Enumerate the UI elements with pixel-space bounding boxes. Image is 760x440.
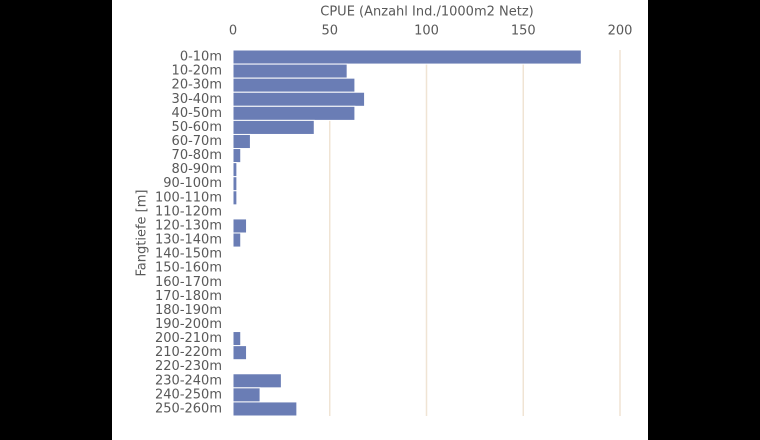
y-tick-label: 60-70m	[172, 134, 222, 149]
bar	[232, 119, 315, 135]
y-tick-label: 180-190m	[155, 303, 222, 318]
y-tick-label: 190-200m	[155, 317, 222, 332]
bar	[232, 190, 238, 206]
x-tick-label: 200	[608, 24, 633, 39]
y-tick-label: 90-100m	[163, 176, 222, 191]
bar	[232, 133, 251, 150]
bar	[232, 387, 261, 403]
y-tick-label: 70-80m	[172, 148, 222, 163]
x-tick-label: 100	[414, 24, 439, 39]
bar	[232, 77, 356, 93]
y-tick-label: 200-210m	[155, 331, 222, 346]
y-tick-label: 100-110m	[155, 190, 222, 205]
bar	[232, 345, 248, 361]
y-tick-label: 220-230m	[155, 359, 222, 374]
y-tick-label: 130-140m	[155, 233, 222, 248]
left-border	[0, 0, 112, 440]
bar	[232, 148, 242, 164]
y-tick-label: 110-120m	[155, 204, 222, 219]
y-tick-label: 20-30m	[172, 78, 222, 93]
bar	[232, 331, 242, 347]
bar	[232, 401, 298, 417]
y-tick-label: 160-170m	[155, 275, 222, 290]
y-axis-label: Fangtiefe [m]	[135, 190, 150, 277]
y-tick-label: 170-180m	[155, 289, 222, 304]
y-tick-label: 140-150m	[155, 247, 222, 262]
x-tick-label: 0	[229, 24, 237, 39]
bar	[232, 91, 366, 107]
y-tick-label: 150-160m	[155, 261, 222, 276]
y-tick-label: 50-60m	[172, 120, 222, 135]
y-tick-label: 30-40m	[172, 92, 222, 107]
bar	[232, 176, 238, 192]
chart-title: CPUE (Anzahl Ind./1000m2 Netz)	[320, 5, 533, 20]
y-tick-label: 210-220m	[155, 345, 222, 360]
bar	[232, 162, 238, 178]
bar	[232, 218, 248, 234]
y-tick-label: 250-260m	[155, 401, 222, 416]
bar	[232, 105, 356, 121]
y-tick-label: 80-90m	[172, 162, 222, 177]
y-tick-label: 40-50m	[172, 106, 222, 121]
y-tick-label: 10-20m	[172, 64, 222, 79]
y-tick-label: 0-10m	[180, 50, 222, 65]
bar	[232, 232, 242, 248]
y-tick-label: 230-240m	[155, 373, 222, 388]
x-tick-label: 150	[511, 24, 536, 39]
bar	[232, 63, 348, 79]
bar	[232, 373, 282, 389]
y-tick-label: 240-250m	[155, 387, 222, 402]
x-tick-label: 50	[321, 24, 338, 39]
bar	[232, 49, 582, 65]
y-tick-label: 120-130m	[155, 218, 222, 233]
right-border	[648, 0, 760, 440]
